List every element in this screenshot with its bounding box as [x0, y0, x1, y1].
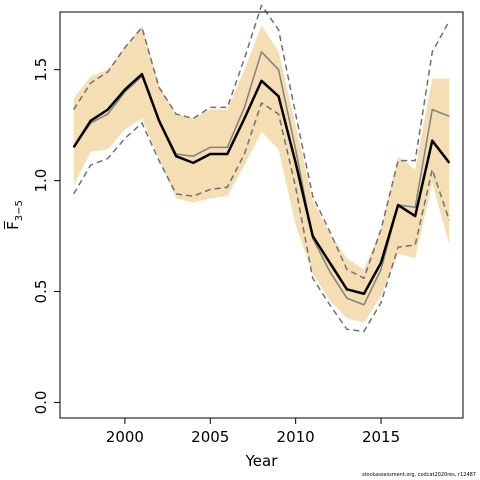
x-tick-label: 2015 [362, 428, 400, 446]
confidence-band [73, 25, 450, 323]
series-line-alt-lower [73, 102, 451, 333]
y-tick-label: 1.5 [32, 58, 50, 82]
x-tick-label: 2000 [106, 428, 144, 446]
y-axis-title-main: F̅ [3, 220, 22, 230]
credit-text: stockassessment.org, codcat2020res, r124… [361, 472, 476, 478]
y-axis: 0.0 0.5 1.0 1.5 [32, 58, 60, 415]
series-line-estimate [72, 72, 451, 296]
series-line-alt-upper [73, 4, 450, 279]
series-line-alternative [73, 51, 450, 306]
y-tick-label: 0.5 [32, 280, 50, 304]
plot-frame [59, 11, 464, 419]
y-tick-label: 1.0 [32, 169, 50, 193]
x-axis: 2000 2005 2010 2015 [106, 418, 400, 446]
confidence-band-layer [73, 25, 450, 323]
x-axis-title: Year [245, 452, 279, 470]
y-axis-title-subscript: 3−5 [14, 200, 25, 221]
x-tick-label: 2005 [191, 428, 229, 446]
y-tick-label: 0.0 [32, 391, 50, 415]
series-layer [72, 4, 451, 333]
svg-text:F̅3−5: F̅3−5 [3, 200, 25, 230]
y-axis-title: F̅3−5 [3, 200, 25, 230]
x-tick-label: 2010 [277, 428, 315, 446]
